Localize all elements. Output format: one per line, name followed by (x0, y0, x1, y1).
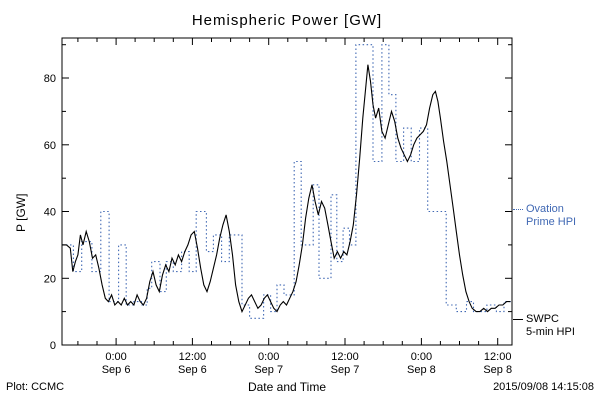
legend-ovation-row1: Ovation (513, 203, 576, 216)
legend-swpc-label-2: 5-min HPI (526, 326, 575, 338)
legend-swpc: SWPC 5-min HPI (513, 313, 575, 339)
y-tick-label: 60 (44, 140, 56, 152)
solid-line-sample-icon (513, 318, 523, 320)
x-tick-label: 0:00 Sep 7 (254, 351, 283, 376)
legend-swpc-row1: SWPC (513, 313, 575, 326)
x-tick-label: 12:00 Sep 6 (178, 351, 207, 376)
chart-title: Hemispheric Power [GW] (191, 12, 383, 29)
y-axis-label: P [GW] (14, 193, 28, 232)
x-tick-label: 0:00 Sep 6 (102, 351, 131, 376)
y-tick-label: 20 (44, 273, 56, 285)
plot-source-text: Plot: CCMC (6, 381, 65, 393)
plot-frame (61, 37, 513, 346)
legend-swpc-label-1: SWPC (526, 313, 559, 325)
dotted-line-sample-icon (513, 208, 523, 210)
x-axis-label: Date and Time (247, 380, 327, 394)
legend-ovation: Ovation Prime HPI (513, 203, 576, 229)
x-tick-label: 0:00 Sep 8 (407, 351, 436, 376)
y-tick-label: 40 (44, 207, 56, 219)
plot-timestamp: 2015/09/08 14:15:08 (493, 381, 594, 393)
x-tick-label: 12:00 Sep 8 (483, 351, 512, 376)
y-tick-label: 80 (44, 73, 56, 85)
y-tick-label: 0 (50, 340, 56, 352)
legend-ovation-label-2: Prime HPI (526, 216, 577, 228)
ovation-series-line (62, 44, 512, 319)
swpc-series-line (62, 64, 511, 314)
x-tick-label: 12:00 Sep 7 (331, 351, 360, 376)
legend-ovation-label-1: Ovation (526, 203, 564, 215)
